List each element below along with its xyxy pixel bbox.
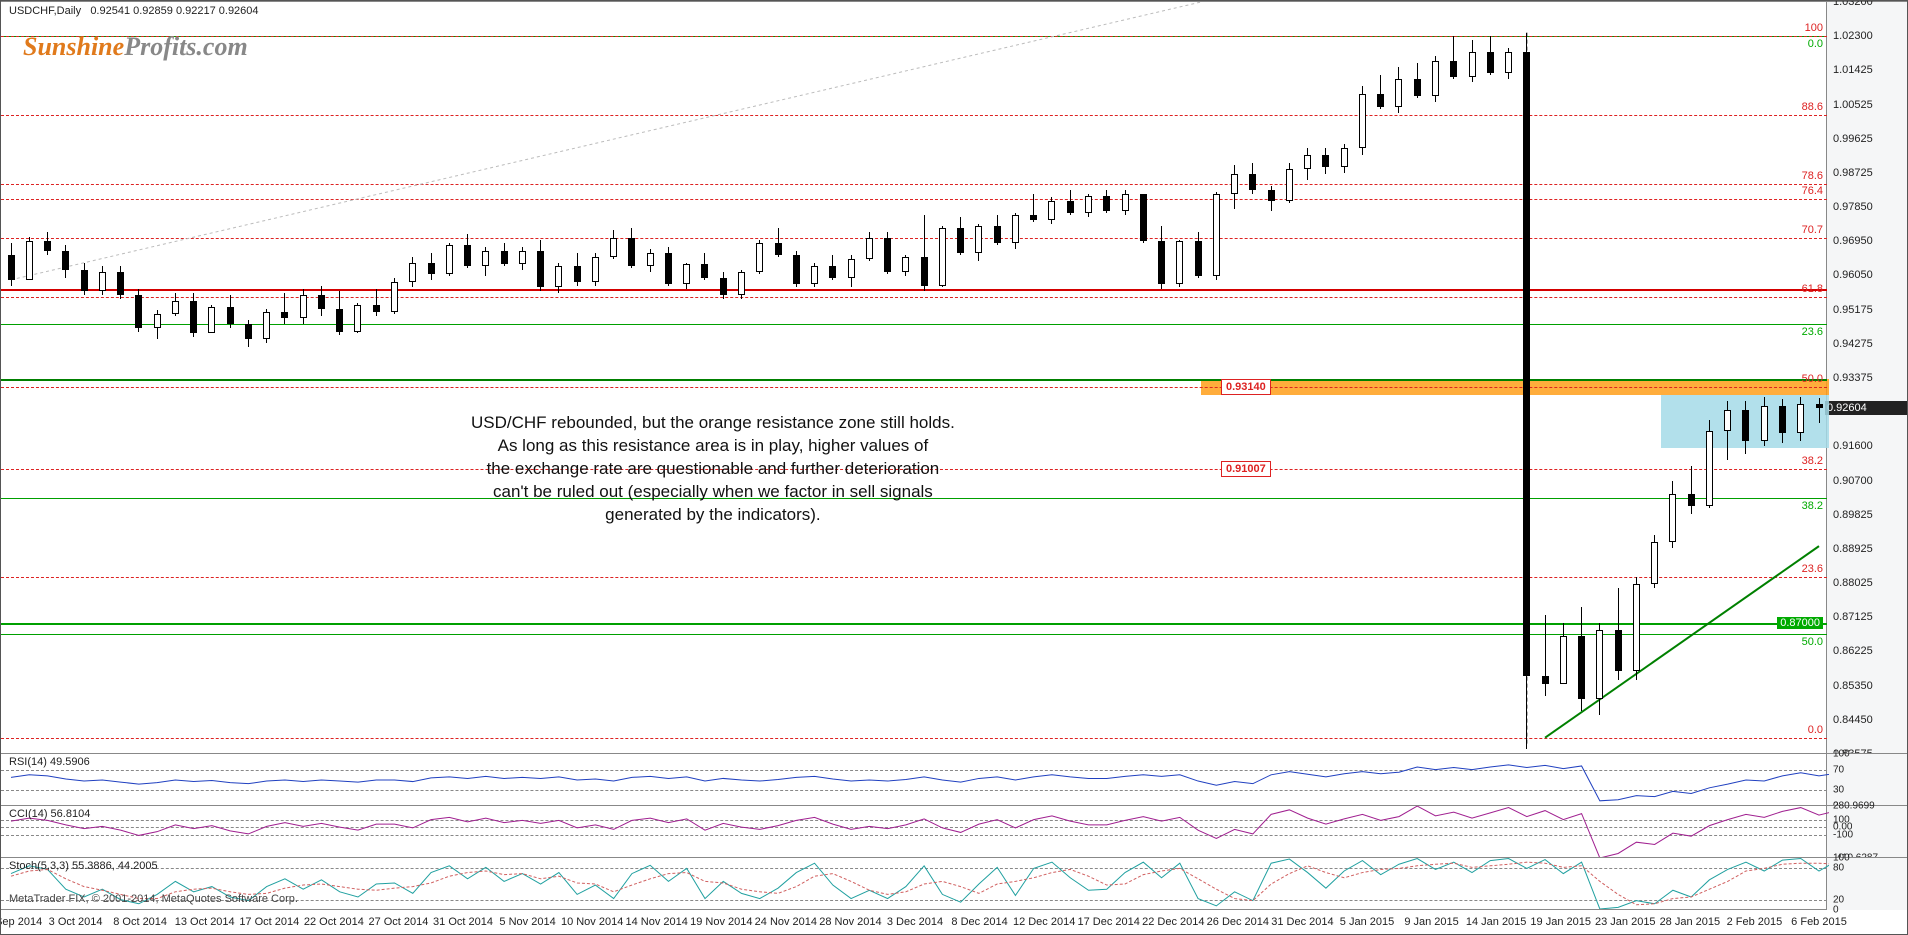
- price-tick: 0.93375: [1833, 372, 1873, 384]
- price-plot[interactable]: 10088.678.676.470.761.850.00.9314038.20.…: [1, 2, 1827, 754]
- price-tick: 0.91600: [1833, 440, 1873, 452]
- time-tick: 13 Oct 2014: [175, 916, 235, 928]
- price-tick: 0.89825: [1833, 509, 1873, 521]
- commentary-line: As long as this resistance area is in pl…: [471, 435, 955, 458]
- price-tick: 1.02300: [1833, 30, 1873, 42]
- price-axis: 1.03200 1.02300 1.01425 1.00525 0.99625 0.987…: [1826, 2, 1907, 754]
- time-tick: 27 Oct 2014: [368, 916, 428, 928]
- price-tick: 1.01425: [1833, 64, 1873, 76]
- time-tick: 29 Sep 2014: [0, 916, 42, 928]
- time-tick: 28 Nov 2014: [819, 916, 881, 928]
- time-tick: 2 Feb 2015: [1727, 916, 1783, 928]
- time-tick: 31 Oct 2014: [433, 916, 493, 928]
- time-tick: 8 Oct 2014: [113, 916, 167, 928]
- price-tick: 0.88025: [1833, 577, 1873, 589]
- indicator-tick: 0: [1833, 905, 1839, 916]
- rsi-plot[interactable]: [1, 754, 1827, 806]
- price-panel: 1.03200 1.02300 1.01425 1.00525 0.99625 0.987…: [1, 1, 1907, 754]
- time-tick: 12 Dec 2014: [1013, 916, 1075, 928]
- time-tick: 9 Jan 2015: [1404, 916, 1458, 928]
- time-tick: 19 Jan 2015: [1530, 916, 1591, 928]
- price-tick: 0.96950: [1833, 235, 1873, 247]
- time-tick: 28 Jan 2015: [1660, 916, 1721, 928]
- commentary-text: USD/CHF rebounded, but the orange resist…: [471, 412, 955, 527]
- time-tick: 14 Jan 2015: [1466, 916, 1527, 928]
- commentary-line: can't be ruled out (especially when we f…: [471, 481, 955, 504]
- price-tick: 0.85350: [1833, 680, 1873, 692]
- time-tick: 5 Jan 2015: [1340, 916, 1394, 928]
- price-tick: 1.00525: [1833, 99, 1873, 111]
- price-tick: 0.95175: [1833, 304, 1873, 316]
- time-tick: 26 Dec 2014: [1207, 916, 1269, 928]
- price-tick: 1.03200: [1833, 0, 1873, 8]
- commentary-line: the exchange rate are questionable and f…: [471, 458, 955, 481]
- watermark-part2: Profits.com: [124, 32, 248, 61]
- time-tick: 8 Dec 2014: [951, 916, 1007, 928]
- time-tick: 22 Oct 2014: [304, 916, 364, 928]
- commentary-line: USD/CHF rebounded, but the orange resist…: [471, 412, 955, 435]
- ohlc-label: 0.92541 0.92859 0.92217 0.92604: [90, 5, 258, 17]
- time-tick: 14 Nov 2014: [626, 916, 688, 928]
- stoch-axis: 10080200: [1826, 858, 1907, 910]
- time-tick: 10 Nov 2014: [561, 916, 623, 928]
- indicator-tick: 100: [1833, 749, 1850, 760]
- cci-plot[interactable]: [1, 806, 1827, 858]
- price-tick: 0.88925: [1833, 543, 1873, 555]
- price-tick: 0.98725: [1833, 167, 1873, 179]
- indicator-tick: 20: [1833, 894, 1844, 905]
- rsi-axis: 10070300: [1826, 754, 1907, 806]
- indicator-tick: 80: [1833, 863, 1844, 874]
- time-tick: 3 Oct 2014: [49, 916, 103, 928]
- current-price-flag: 0.92604: [1825, 401, 1907, 415]
- price-tick: 0.84450: [1833, 714, 1873, 726]
- rsi-panel: 10070300 RSI(14) 49.5906: [1, 753, 1907, 806]
- time-tick: 23 Jan 2015: [1595, 916, 1656, 928]
- indicator-tick: 30: [1833, 785, 1844, 796]
- price-tick: 0.94275: [1833, 338, 1873, 350]
- copyright: MetaTrader FIX, © 2001-2014, MetaQuotes …: [9, 893, 298, 905]
- time-tick: 19 Nov 2014: [690, 916, 752, 928]
- price-tick: 0.99625: [1833, 133, 1873, 145]
- watermark-part1: Sunshine: [23, 32, 124, 61]
- symbol-label: USDCHF,Daily: [9, 5, 81, 17]
- time-tick: 17 Dec 2014: [1078, 916, 1140, 928]
- time-tick: 3 Dec 2014: [887, 916, 943, 928]
- cci-panel: 280.96991000.00-100-410.6287 CCI(14) 56.…: [1, 805, 1907, 858]
- time-tick: 17 Oct 2014: [239, 916, 299, 928]
- price-tick: 0.96050: [1833, 269, 1873, 281]
- time-axis: 29 Sep 2014 3 Oct 2014 8 Oct 2014 13 Oct 20…: [1, 909, 1827, 935]
- cci-axis: 280.96991000.00-100-410.6287: [1826, 806, 1907, 858]
- price-tick: 0.97850: [1833, 201, 1873, 213]
- time-tick: 22 Dec 2014: [1142, 916, 1204, 928]
- price-tick: 0.87125: [1833, 611, 1873, 623]
- cci-title: CCI(14) 56.8104: [9, 808, 90, 820]
- indicator-tick: 100: [1833, 853, 1850, 864]
- price-tick: 0.90700: [1833, 475, 1873, 487]
- watermark: SunshineProfits.com: [23, 32, 248, 62]
- time-tick: 24 Nov 2014: [755, 916, 817, 928]
- time-tick: 5 Nov 2014: [499, 916, 555, 928]
- stoch-title: Stoch(5,3,3) 55.3886, 44.2005: [9, 860, 158, 872]
- chart-title: USDCHF,Daily 0.92541 0.92859 0.92217 0.9…: [9, 5, 259, 17]
- time-tick: 31 Dec 2014: [1271, 916, 1333, 928]
- price-tick: 0.86225: [1833, 645, 1873, 657]
- chart-container: 1.03200 1.02300 1.01425 1.00525 0.99625 0.987…: [0, 0, 1908, 935]
- time-tick: 6 Feb 2015: [1791, 916, 1847, 928]
- indicator-tick: -100: [1833, 829, 1853, 840]
- rsi-title: RSI(14) 49.5906: [9, 756, 90, 768]
- indicator-tick: 280.9699: [1833, 801, 1875, 812]
- commentary-line: generated by the indicators).: [471, 504, 955, 527]
- indicator-tick: 70: [1833, 764, 1844, 775]
